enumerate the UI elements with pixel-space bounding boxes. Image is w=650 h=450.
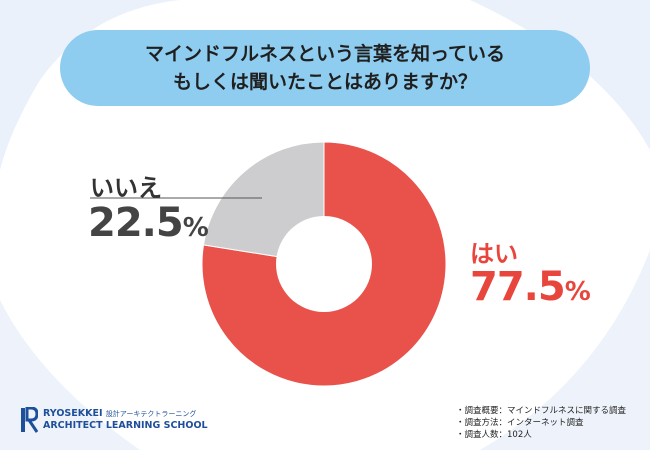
brand-logo: RYOSEKKEI 設計アーキテクトラーニング ARCHITECT LEARNI… <box>20 407 208 433</box>
slice-label-yes: はい <box>470 240 518 268</box>
brand-name: RYOSEKKEI <box>43 408 103 419</box>
survey-notes: ・調査概要：マインドフルネスに関する調査 ・調査方法：インターネット調査 ・調査… <box>456 405 626 441</box>
brand-sub: 設計アーキテクトラーニング <box>105 410 197 418</box>
survey-note-count: ・調査人数：102人 <box>456 430 532 440</box>
slice-value-no-unit: % <box>182 213 209 243</box>
slice-value-no-number: 22.5 <box>88 200 184 246</box>
brand-school: ARCHITECT LEARNING SCHOOL <box>43 420 208 431</box>
slice-value-yes-number: 77.5 <box>470 264 566 310</box>
slice-value-yes-unit: % <box>564 277 591 307</box>
brand-mark-icon <box>21 407 38 433</box>
slice-value-yes: 77.5% <box>470 264 591 310</box>
survey-note-method: ・調査方法：インターネット調査 <box>456 418 584 428</box>
title-line-1: マインドフルネスという言葉を知っている <box>144 43 506 65</box>
survey-note-summary: ・調査概要：マインドフルネスに関する調査 <box>456 406 627 416</box>
title-line-2: もしくは聞いたことはありますか？ <box>172 71 477 93</box>
slice-label-no: いいえ <box>90 174 162 202</box>
title-banner: マインドフルネスという言葉を知っている もしくは聞いたことはありますか？ <box>60 30 590 106</box>
donut-hole <box>276 216 372 312</box>
slice-value-no: 22.5% <box>88 200 209 246</box>
